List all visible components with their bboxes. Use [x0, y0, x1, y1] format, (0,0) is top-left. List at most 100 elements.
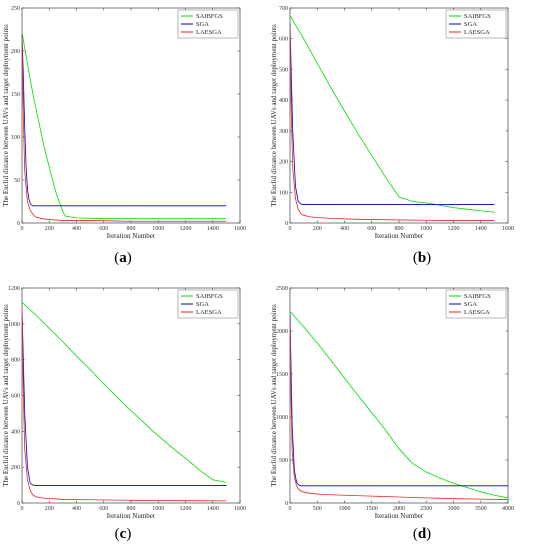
x-tick-label: 0: [289, 226, 292, 232]
x-axis-label: Iteration Number: [375, 232, 424, 240]
caption-c: (c): [114, 526, 132, 542]
x-axis-label: Iteration Number: [375, 512, 424, 520]
chart-b: 0 200 400 600 800 1000 1200 1400 1600 0 100 200 300 4…: [270, 6, 514, 240]
y-tick-label: 100: [279, 190, 288, 196]
y-tick-label: 1500: [276, 372, 288, 378]
x-tick-label: 400: [72, 226, 81, 232]
legend-label-laesga: LAESGA: [196, 29, 222, 36]
legend-label-laesga: LAESGA: [464, 309, 490, 316]
y-tick-label: 700: [279, 6, 288, 12]
legend-label-saibfgs: SAIBFGS: [196, 293, 223, 300]
legend-label-sga: SGA: [464, 21, 477, 28]
y-tick-label: 500: [279, 458, 288, 464]
legend-label-sga: SGA: [196, 21, 209, 28]
y-axis-label: The Euclid distance between UAVs and tar…: [270, 24, 278, 207]
y-tick-label: 0: [285, 501, 288, 507]
x-tick-label: 0: [21, 506, 24, 512]
x-tick-label: 600: [99, 226, 108, 232]
x-tick-label: 1400: [475, 226, 487, 232]
series-line-sga: [290, 23, 495, 205]
x-tick-label: 1200: [180, 506, 192, 512]
x-tick-label: 0: [289, 506, 292, 512]
x-tick-label: 800: [127, 226, 136, 232]
x-axis-label: Iteration Number: [107, 232, 156, 240]
y-tick-label: 200: [11, 49, 20, 55]
y-axis-label: The Euclid distance between UAVs and tar…: [2, 304, 10, 487]
y-tick-label: 600: [279, 37, 288, 43]
chart-panel-a: 0 200 400 600 800 1000 1200 1400 1600 0 50 100 150 20…: [0, 0, 268, 270]
chart-c: 0 200 400 600 800 1000 1200 1400 1600 0 200 400 600 8…: [2, 286, 246, 520]
x-tick-label: 200: [45, 226, 54, 232]
x-tick-label: 1400: [207, 226, 219, 232]
chart-panel-b: 0 200 400 600 800 1000 1200 1400 1600 0 100 200 300 4…: [268, 0, 536, 270]
caption-a: (a): [114, 250, 132, 266]
x-tick-label: 600: [99, 506, 108, 512]
series-line-laesga: [22, 33, 227, 222]
legend-label-laesga: LAESGA: [196, 309, 222, 316]
y-tick-label: 200: [11, 465, 20, 471]
y-axis-label: The Euclid distance between UAVs and tar…: [270, 304, 278, 487]
x-tick-label: 0: [21, 226, 24, 232]
series-line-laesga: [290, 26, 495, 221]
x-tick-label: 1600: [234, 506, 246, 512]
caption-b: (b): [412, 250, 432, 266]
y-tick-label: 0: [17, 221, 20, 227]
plot-frame: [21, 7, 241, 224]
legend-label-saibfgs: SAIBFGS: [464, 13, 491, 20]
x-tick-label: 1600: [502, 226, 514, 232]
chart-panel-d: 0 500 1000 1500 2000 2500 3000 3500 4000 0 500 1000…: [268, 280, 536, 550]
plot-frame: [21, 287, 241, 504]
x-axis-label: Iteration Number: [107, 512, 156, 520]
y-tick-label: 1000: [276, 415, 288, 421]
x-tick-label: 1000: [152, 506, 164, 512]
series-line-laesga: [290, 322, 508, 500]
x-tick-label: 2000: [393, 506, 405, 512]
x-tick-label: 400: [340, 226, 349, 232]
x-tick-label: 1000: [339, 506, 351, 512]
y-tick-label: 2000: [276, 329, 288, 335]
chart-panel-c: 0 200 400 600 800 1000 1200 1400 1600 0 200 400 600 8…: [0, 280, 268, 550]
x-tick-label: 3000: [448, 506, 460, 512]
y-tick-label: 500: [279, 67, 288, 73]
legend-label-saibfgs: SAIBFGS: [464, 293, 491, 300]
chart-a: 0 200 400 600 800 1000 1200 1400 1600 0 50 100 150 20…: [2, 6, 246, 240]
plot-frame: [289, 287, 509, 504]
y-tick-label: 100: [11, 135, 20, 141]
x-tick-label: 1500: [366, 506, 378, 512]
legend-label-saibfgs: SAIBFGS: [196, 13, 223, 20]
y-tick-label: 150: [11, 92, 20, 98]
x-tick-label: 1000: [420, 226, 432, 232]
series-line-laesga: [22, 305, 227, 502]
y-tick-label: 400: [11, 429, 20, 435]
legend-label-sga: SGA: [196, 301, 209, 308]
chart-d: 0 500 1000 1500 2000 2500 3000 3500 4000 0 500 1000…: [270, 286, 514, 520]
series-line-sga: [290, 313, 508, 487]
x-tick-label: 4000: [502, 506, 514, 512]
series-line-sga: [22, 307, 227, 486]
caption-d: (d): [412, 526, 432, 542]
series-line-saibfgs: [290, 310, 508, 499]
x-tick-label: 800: [395, 226, 404, 232]
y-tick-label: 300: [279, 129, 288, 135]
x-tick-label: 400: [72, 506, 81, 512]
x-tick-label: 500: [313, 506, 322, 512]
y-tick-label: 1200: [8, 286, 20, 292]
legend-label-laesga: LAESGA: [464, 29, 490, 36]
x-tick-label: 200: [313, 226, 322, 232]
series-line-sga: [22, 33, 227, 207]
x-tick-label: 1400: [207, 506, 219, 512]
y-tick-label: 2500: [276, 286, 288, 292]
y-tick-label: 50: [14, 178, 20, 184]
x-tick-label: 2500: [420, 506, 432, 512]
y-tick-label: 800: [11, 358, 20, 364]
y-tick-label: 0: [17, 501, 20, 507]
y-tick-label: 0: [285, 221, 288, 227]
x-tick-label: 1200: [180, 226, 192, 232]
y-tick-label: 400: [279, 98, 288, 104]
y-tick-label: 600: [11, 394, 20, 400]
x-tick-label: 1600: [234, 226, 246, 232]
series-line-saibfgs: [22, 32, 227, 220]
x-tick-label: 3500: [475, 506, 487, 512]
plot-frame: [289, 7, 509, 224]
y-tick-label: 250: [11, 6, 20, 12]
